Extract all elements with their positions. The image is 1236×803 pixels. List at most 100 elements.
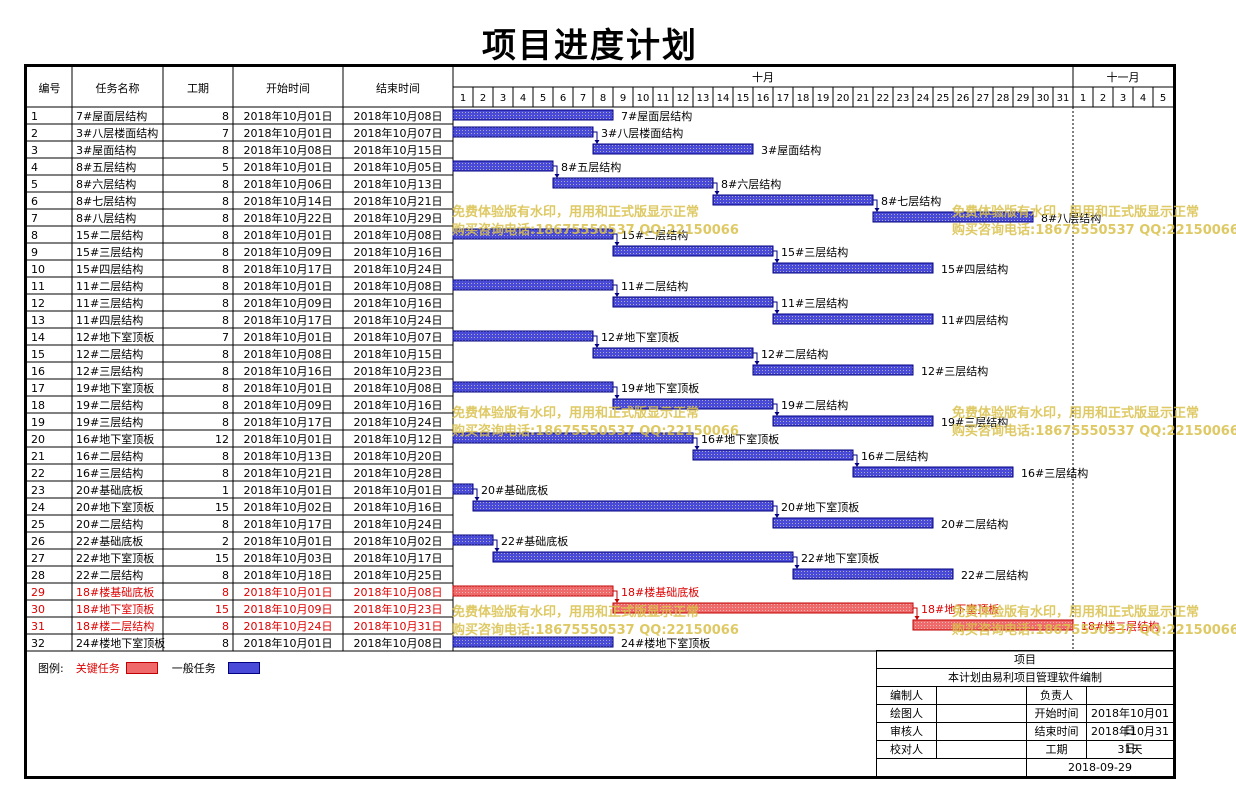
day-label: 4 — [1140, 93, 1146, 104]
bar-label: 16#二层结构 — [861, 449, 928, 463]
task-id: 9 — [31, 246, 38, 259]
task-bar — [752, 364, 914, 376]
task-start: 2018年10月24日 — [244, 619, 333, 633]
task-name: 7#屋面层结构 — [76, 109, 147, 123]
task-id: 27 — [31, 552, 45, 565]
legend-critical-label: 关键任务 — [75, 662, 120, 675]
task-name: 3#八层楼面结构 — [76, 126, 158, 140]
task-bar — [692, 449, 854, 461]
task-name: 16#三层结构 — [76, 466, 143, 480]
task-end: 2018年10月28日 — [354, 466, 443, 480]
dependency-connector — [753, 352, 758, 363]
day-label: 4 — [520, 93, 526, 104]
dependency-arrow — [614, 395, 620, 399]
task-start: 2018年10月01日 — [244, 228, 333, 242]
task-end: 2018年10月16日 — [354, 296, 443, 310]
task-duration: 8 — [222, 246, 229, 259]
bar-label: 20#基础底板 — [481, 483, 548, 497]
task-id: 6 — [31, 195, 38, 208]
task-start: 2018年10月21日 — [244, 466, 333, 480]
task-duration: 8 — [222, 297, 229, 310]
task-bar — [452, 330, 594, 342]
task-end: 2018年10月25日 — [354, 568, 443, 582]
task-bar — [492, 551, 794, 563]
info-end-value: 2018年10月31日 — [1087, 723, 1174, 755]
task-end: 2018年10月07日 — [354, 126, 443, 140]
task-start: 2018年10月01日 — [244, 279, 333, 293]
task-start: 2018年10月01日 — [244, 381, 333, 395]
info-drawer-label: 绘图人 — [877, 705, 937, 722]
bar-label: 8#七层结构 — [881, 194, 941, 208]
task-duration: 8 — [222, 144, 229, 157]
task-bar — [452, 636, 614, 648]
month-label-nov: 十一月 — [1107, 70, 1140, 84]
day-label: 3 — [1120, 93, 1126, 104]
task-start: 2018年10月18日 — [244, 568, 333, 582]
task-end: 2018年10月08日 — [354, 585, 443, 599]
task-id: 17 — [31, 382, 45, 395]
task-name: 22#基础底板 — [76, 534, 143, 548]
task-end: 2018年10月31日 — [354, 619, 443, 633]
info-checker-value — [937, 741, 1027, 758]
task-id: 11 — [31, 280, 45, 293]
watermark-line1: 免费体验版有水印，用用和正式版显示正常 — [952, 406, 1200, 421]
task-end: 2018年10月16日 — [354, 398, 443, 412]
task-start: 2018年10月01日 — [244, 636, 333, 650]
info-duration-value: 31天 — [1087, 741, 1174, 758]
day-label: 26 — [957, 93, 970, 104]
task-name: 12#地下室顶板 — [76, 330, 154, 344]
task-bar — [792, 568, 954, 580]
info-header: 项目 — [877, 651, 1174, 668]
bar-label: 8#六层结构 — [721, 177, 781, 191]
task-bar — [472, 500, 774, 512]
task-id: 15 — [31, 348, 45, 361]
task-start: 2018年10月01日 — [244, 330, 333, 344]
task-duration: 8 — [222, 586, 229, 599]
watermark-line1: 免费体验版有水印，用用和正式版显示正常 — [952, 205, 1200, 220]
watermark-line2: 购买咨询电话:18675550537 QQ:22150066 — [452, 424, 739, 439]
dependency-connector — [913, 607, 918, 618]
dependency-arrow — [874, 208, 880, 212]
task-duration: 7 — [222, 331, 229, 344]
task-duration: 8 — [222, 518, 229, 531]
info-reviewer-label: 审核人 — [877, 723, 937, 740]
task-start: 2018年10月01日 — [244, 109, 333, 123]
task-end: 2018年10月08日 — [354, 228, 443, 242]
task-id: 10 — [31, 263, 45, 276]
task-start: 2018年10月06日 — [244, 177, 333, 191]
task-id: 24 — [31, 501, 45, 514]
task-duration: 8 — [222, 365, 229, 378]
task-bar — [452, 160, 554, 172]
bar-label: 22#基础底板 — [501, 534, 568, 548]
task-duration: 8 — [222, 416, 229, 429]
info-compiler-value — [937, 687, 1027, 704]
day-label: 28 — [997, 93, 1010, 104]
task-end: 2018年10月15日 — [354, 143, 443, 157]
task-bar — [912, 619, 1074, 631]
task-start: 2018年10月08日 — [244, 347, 333, 361]
task-id: 28 — [31, 569, 45, 582]
info-compiler-label: 编制人 — [877, 687, 937, 704]
dependency-arrow — [614, 599, 620, 603]
task-name: 16#地下室顶板 — [76, 432, 154, 446]
task-end: 2018年10月16日 — [354, 500, 443, 514]
bar-label: 16#三层结构 — [1021, 466, 1088, 480]
day-label: 12 — [677, 93, 690, 104]
task-id: 19 — [31, 416, 45, 429]
dependency-connector — [613, 386, 618, 397]
task-start: 2018年10月01日 — [244, 126, 333, 140]
task-duration: 1 — [222, 484, 229, 497]
bar-label: 15#二层结构 — [621, 228, 688, 242]
day-label: 5 — [540, 93, 546, 104]
dependency-connector — [493, 539, 498, 550]
task-id: 2 — [31, 127, 38, 140]
col-header-name: 任务名称 — [96, 81, 140, 95]
task-name: 8#六层结构 — [76, 177, 136, 191]
task-end: 2018年10月24日 — [354, 415, 443, 429]
month-label-oct: 十月 — [752, 70, 774, 84]
watermark-6: 免费体验版有水印，用用和正式版显示正常 购买咨询电话:18675550537 QQ… — [952, 604, 1236, 640]
info-drawer-value — [937, 705, 1027, 722]
dependency-arrow — [774, 310, 780, 314]
task-id: 4 — [31, 161, 38, 174]
day-label: 1 — [1080, 93, 1086, 104]
